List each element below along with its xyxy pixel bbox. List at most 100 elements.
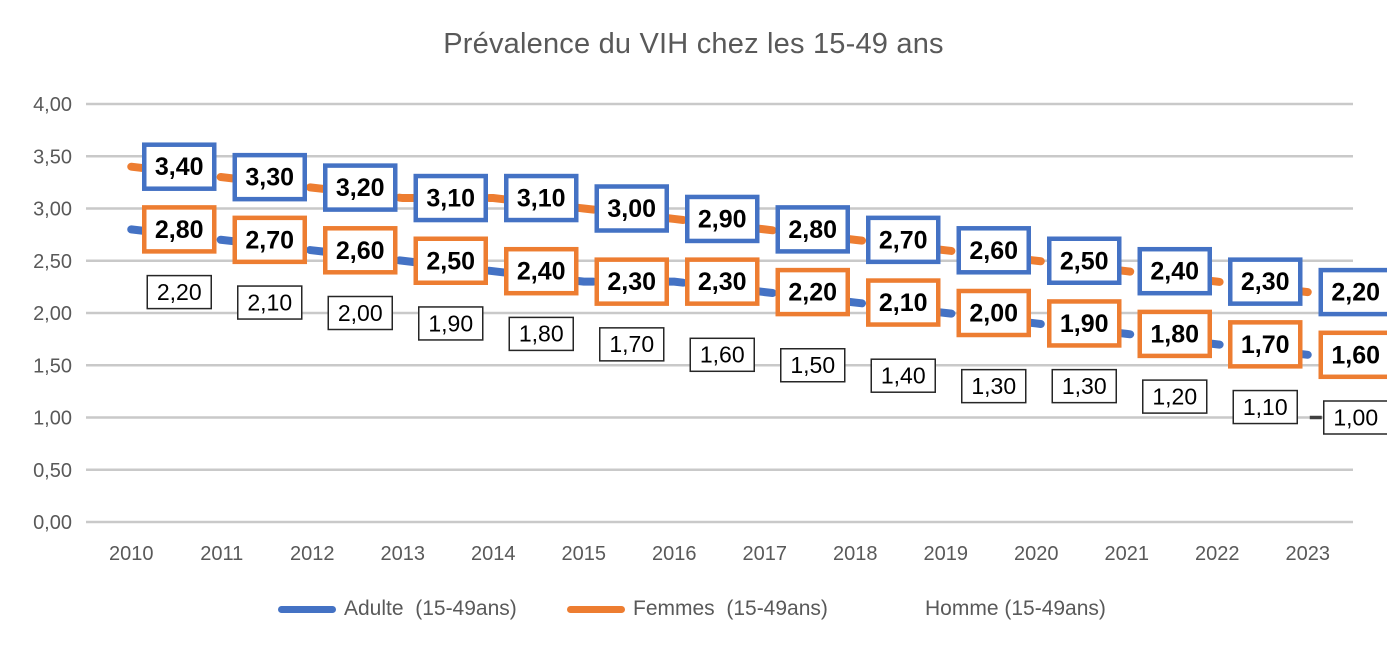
x-axis-tick-label: 2012 (290, 543, 335, 565)
data-label-box (685, 194, 760, 244)
data-label: 1,50 (790, 352, 835, 378)
data-label-box (1318, 267, 1387, 317)
x-axis-tick-label: 2017 (743, 543, 788, 565)
data-label: 2,90 (698, 205, 747, 233)
data-label: 1,30 (1062, 373, 1107, 399)
data-label-box (508, 316, 574, 352)
data-label: 2,00 (969, 300, 1018, 328)
y-axis-tick-label: 3,50 (33, 146, 72, 168)
data-label: 1,70 (609, 331, 654, 357)
data-label: 3,20 (336, 174, 385, 202)
legend-label: Adulte (15-49ans) (344, 597, 517, 620)
data-label: 2,20 (1331, 279, 1380, 307)
data-label: 2,60 (336, 237, 385, 265)
data-label: 1,90 (1060, 310, 1109, 338)
data-label-box (1051, 368, 1117, 404)
data-label: 2,70 (879, 226, 928, 254)
data-label-box (1232, 389, 1298, 425)
data-label-box (504, 246, 579, 296)
data-label: 2,50 (426, 247, 475, 275)
data-label-box (142, 142, 217, 191)
data-label: 2,10 (247, 289, 292, 315)
data-label-box (232, 152, 307, 202)
data-label-box (870, 358, 936, 393)
data-label: 2,30 (607, 268, 656, 296)
x-axis-tick-label: 2011 (200, 543, 243, 565)
legend-label: Homme (15-49ans) (925, 597, 1106, 620)
data-label: 2,40 (517, 258, 566, 286)
data-label-box (1228, 257, 1303, 306)
data-label-box (504, 173, 579, 223)
legend-swatch-icon (567, 605, 625, 613)
data-label: 2,40 (1150, 258, 1199, 286)
x-axis-tick-label: 2016 (652, 543, 697, 565)
y-axis-tick-label: 1,50 (33, 355, 72, 377)
data-label: 1,60 (1331, 341, 1380, 369)
data-label: 1,80 (519, 321, 564, 347)
data-label: 3,10 (517, 185, 566, 213)
data-label-box (323, 163, 398, 212)
data-label-box (418, 306, 484, 341)
data-label: 1,10 (1243, 394, 1288, 420)
data-label: 2,20 (788, 279, 837, 307)
y-axis-tick-label: 2,50 (33, 251, 72, 273)
data-label-box (1047, 299, 1122, 348)
data-label-box (866, 278, 941, 327)
data-label-box (1228, 320, 1303, 369)
data-label-box (685, 257, 760, 306)
data-label-box (594, 184, 669, 233)
data-label: 1,20 (1152, 383, 1197, 409)
data-label: 1,40 (881, 363, 926, 389)
data-label-box (689, 337, 755, 373)
data-label: 2,00 (338, 300, 383, 326)
data-label: 1,70 (1241, 331, 1290, 359)
data-label: 2,70 (245, 226, 294, 254)
x-axis-tick-label: 2015 (562, 543, 607, 565)
data-label-box (866, 215, 941, 265)
chart-legend: Adulte (15-49ans) Femmes (15-49ans) Homme … (0, 594, 1387, 624)
data-label: 2,80 (788, 216, 837, 244)
data-label-box (956, 288, 1031, 338)
data-label: 2,80 (155, 216, 204, 244)
data-label: 2,30 (1241, 268, 1290, 296)
data-label-box (1323, 400, 1387, 435)
data-label: 2,10 (879, 289, 928, 317)
x-axis-tick-label: 2023 (1286, 543, 1331, 565)
data-label-box (323, 226, 398, 275)
data-label: 2,60 (969, 237, 1018, 265)
data-label: 3,10 (426, 185, 475, 213)
data-label-box (327, 295, 393, 331)
data-label-box (413, 236, 488, 285)
x-axis-tick-label: 2013 (381, 543, 426, 565)
legend-swatch-icon (278, 605, 336, 613)
y-axis-tick-label: 0,50 (33, 460, 72, 482)
y-axis-tick-label: 4,00 (33, 94, 72, 116)
y-axis-tick-label: 1,00 (33, 408, 72, 430)
data-label-box (775, 267, 850, 317)
data-label-box (956, 226, 1031, 275)
data-label-box (599, 327, 665, 362)
y-axis-tick-label: 2,00 (33, 303, 72, 325)
x-axis-tick-label: 2014 (471, 543, 516, 565)
data-label-box (961, 368, 1027, 404)
data-label: 1,90 (428, 310, 473, 336)
x-axis-tick-label: 2021 (1105, 543, 1150, 565)
data-label: 3,40 (155, 153, 204, 181)
data-label: 1,00 (1333, 404, 1378, 430)
data-label-box (780, 348, 846, 383)
data-label-box (1137, 246, 1212, 296)
data-label-box (1318, 330, 1387, 380)
data-label-box (775, 205, 850, 254)
data-label-box (232, 215, 307, 265)
y-axis-tick-label: 3,00 (33, 199, 72, 221)
data-label: 3,30 (245, 164, 294, 192)
data-label-box (594, 257, 669, 306)
data-label: 2,20 (157, 279, 202, 305)
data-label-box (1137, 309, 1212, 359)
data-label: 2,30 (698, 268, 747, 296)
data-label-box (142, 205, 217, 254)
x-axis-tick-label: 2019 (924, 543, 969, 565)
legend-item: Femmes (15-49ans) (567, 594, 828, 624)
